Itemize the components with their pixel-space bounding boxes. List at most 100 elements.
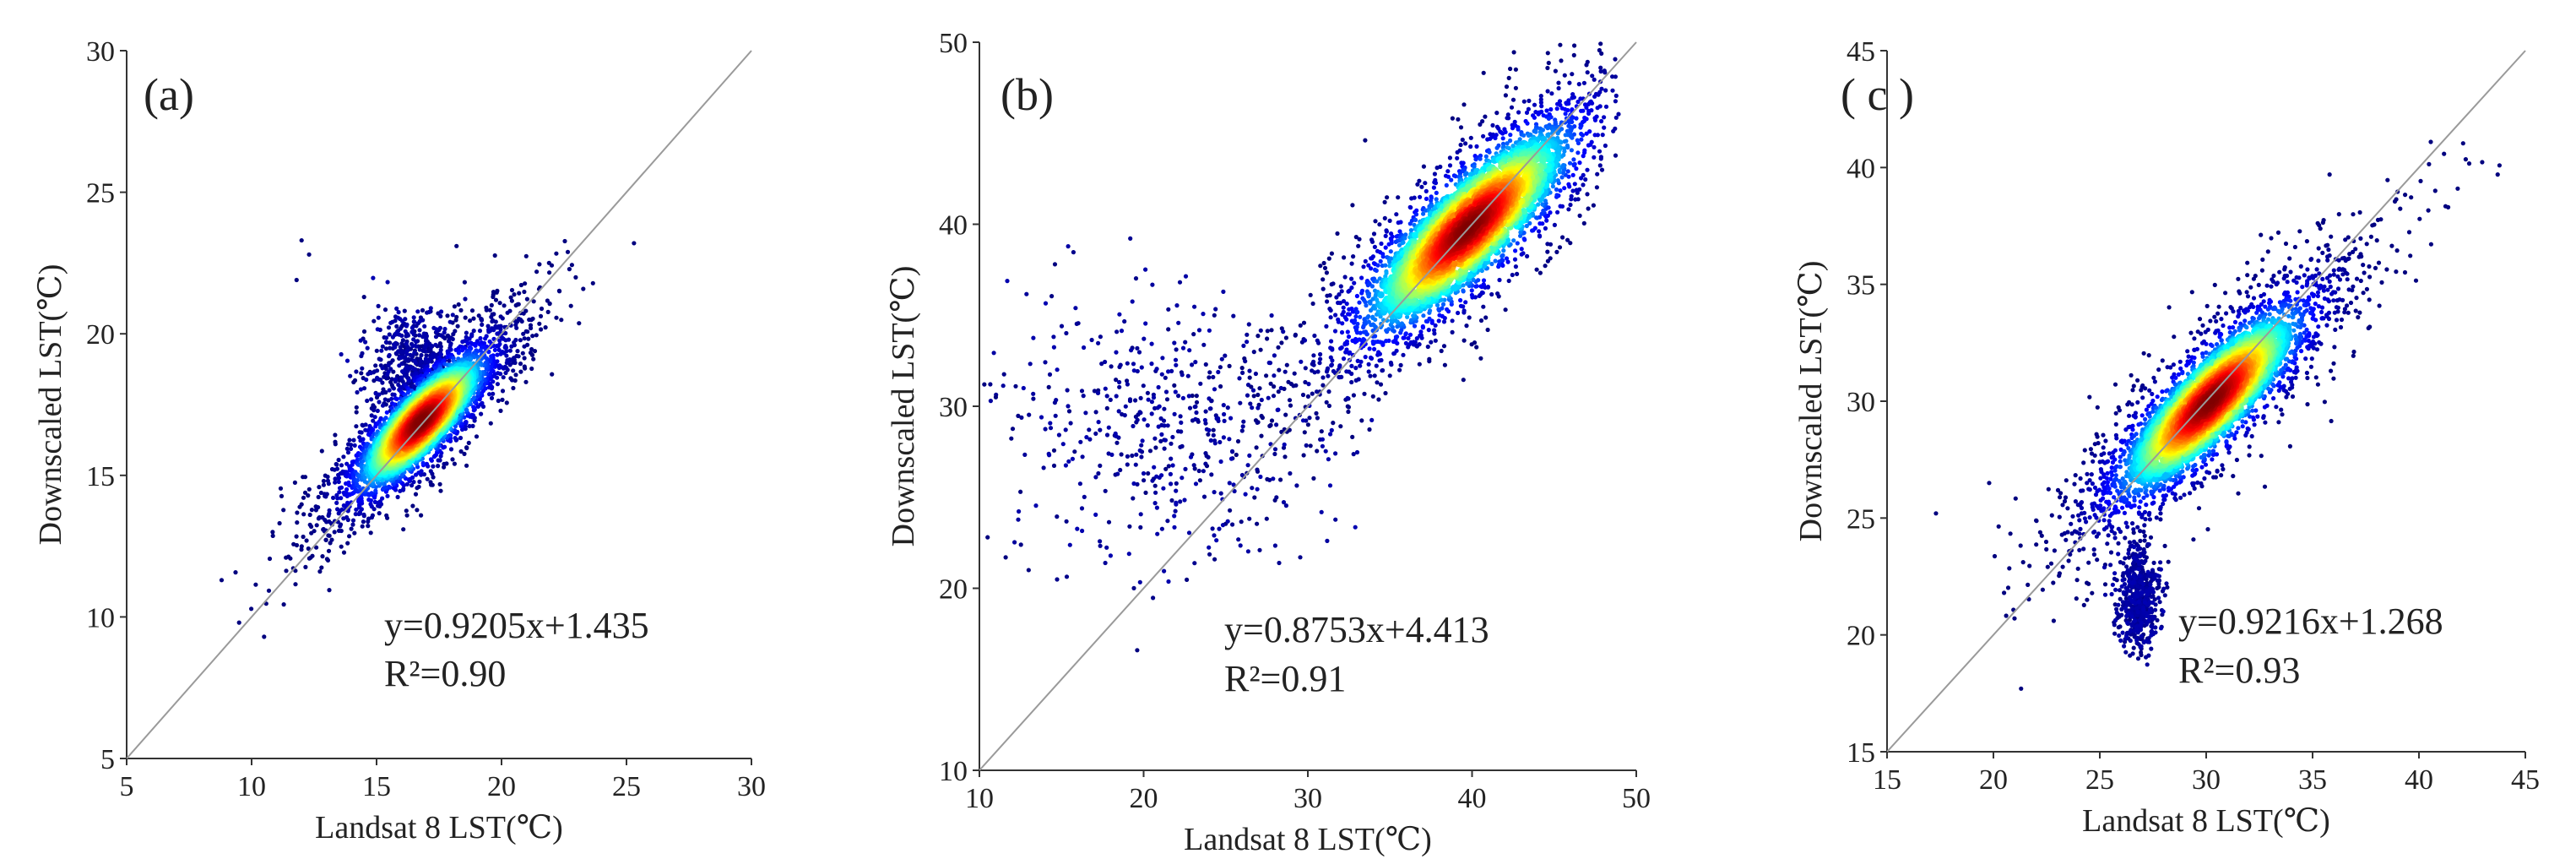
outlier-point [454,243,459,248]
data-point [1173,357,1179,362]
data-point [1253,371,1258,377]
data-point [1013,383,1018,389]
data-point [554,251,559,256]
data-point [411,315,416,320]
data-point [1264,373,1269,378]
data-point [337,490,342,495]
data-point [1072,449,1077,454]
data-point [492,253,497,258]
data-point [1191,332,1196,337]
data-point [1193,416,1198,421]
data-point [577,321,582,326]
data-point [1483,114,1488,119]
data-point [464,334,469,340]
data-point [1591,203,1596,208]
data-point [1203,451,1208,456]
data-point [1137,579,1142,584]
data-point [1109,364,1114,369]
data-point [1595,171,1600,177]
data-point [1592,116,1597,121]
data-point [1383,390,1388,396]
data-point [1279,340,1284,345]
data-point [1118,467,1123,473]
data-point [1324,270,1329,275]
data-point [1169,497,1174,503]
data-point [309,524,314,530]
data-point [509,298,515,303]
data-point [1356,243,1361,248]
data-point [431,464,436,469]
data-point [1613,57,1618,62]
data-point [1054,398,1059,403]
data-point [361,512,366,517]
data-point [1154,367,1159,372]
data-point [469,308,475,313]
data-point [1565,237,1570,242]
data-point [1568,241,1573,246]
data-point [1349,379,1354,385]
data-point [1274,495,1279,500]
data-point [376,315,381,320]
data-point [1139,443,1144,448]
data-point [1299,359,1304,364]
data-point [421,331,426,336]
data-point [1344,369,1349,374]
data-point [1594,185,1599,190]
data-point [1458,303,1463,308]
data-point [1180,395,1185,400]
data-point [333,442,338,447]
data-point [1138,512,1143,517]
data-point [1324,323,1329,329]
data-point [1066,404,1071,409]
data-point [526,336,531,341]
data-point [441,445,446,450]
data-point [1300,392,1306,398]
data-point [1327,293,1332,298]
data-point [415,508,420,513]
data-point [410,343,415,349]
data-point [253,582,258,587]
data-point [428,457,434,462]
data-point [1177,280,1183,285]
data-point [387,352,392,358]
data-point [1255,467,1260,472]
data-point [1599,167,1605,172]
data-point [361,519,366,525]
data-point [1597,163,1603,168]
data-point [1366,369,1371,374]
data-point [1068,421,1073,426]
data-point [1481,304,1486,309]
data-point [1574,188,1579,193]
data-point [334,462,339,467]
data-point [326,548,332,553]
data-point [1160,356,1165,361]
data-point [319,565,324,570]
data-point [1207,552,1212,557]
data-point [1099,362,1104,367]
data-point [1041,465,1046,470]
data-point [481,382,487,387]
data-point [412,358,417,363]
data-point [350,518,356,523]
data-point [1361,264,1366,269]
data-point [417,347,422,352]
data-point [1325,538,1330,544]
data-point [1382,215,1387,220]
data-point [1287,398,1293,403]
data-point [1174,347,1179,352]
data-point [1166,369,1171,374]
data-point [1071,250,1076,255]
data-point [1310,301,1315,307]
data-point [399,349,404,355]
data-point [417,362,423,367]
data-point [1214,538,1219,543]
data-point [372,369,377,374]
data-point [1010,427,1016,432]
data-point [314,523,319,528]
data-point [1113,431,1118,436]
data-point [1211,427,1216,432]
data-point [1156,384,1161,390]
data-point [471,316,476,321]
data-point [1028,362,1033,367]
data-point [1353,525,1358,530]
